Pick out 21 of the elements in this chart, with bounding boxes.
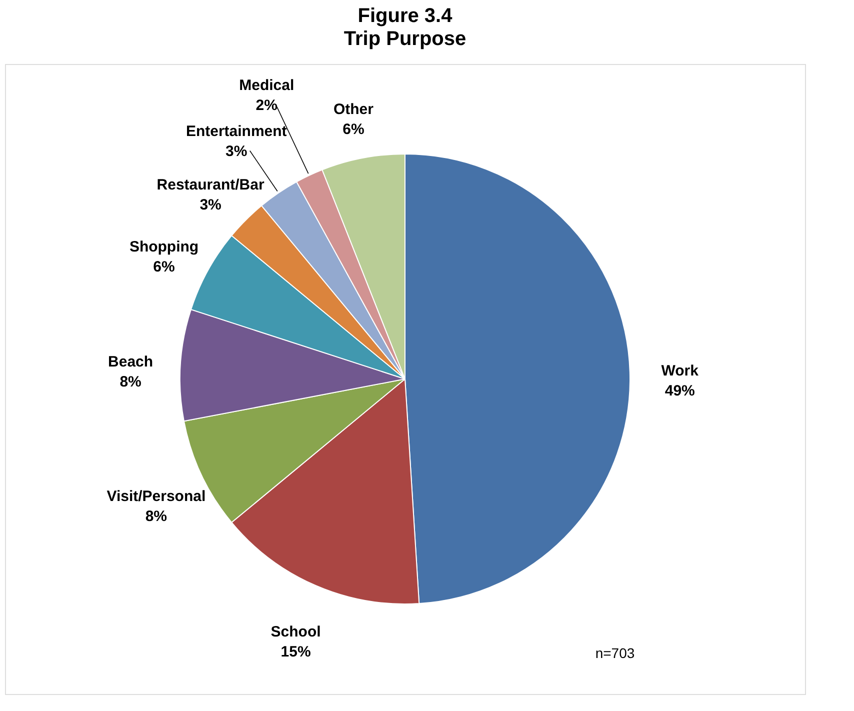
data-label: 6%: [342, 120, 364, 138]
data-label: 49%: [664, 382, 695, 400]
slice-label: Medical: [239, 76, 294, 94]
slice-label: Other: [333, 100, 374, 118]
text: n=703: [595, 645, 635, 661]
chart-subtitle: Trip Purpose: [344, 28, 466, 50]
slice-label: Entertainment: [186, 122, 287, 140]
data-label: 15%: [280, 643, 311, 660]
data-label: 3%: [226, 142, 248, 160]
slice-label: Beach: [108, 354, 154, 371]
chart-title: Figure 3.4: [358, 4, 454, 27]
data-label: 6%: [153, 258, 175, 276]
slice-label: Visit/Personal: [106, 488, 206, 506]
data-label: 8%: [120, 374, 142, 391]
slice-label: Restaurant/Bar: [156, 176, 264, 194]
slice-label: Shopping: [129, 238, 199, 256]
data-label: 2%: [256, 96, 278, 114]
data-label: 3%: [200, 196, 222, 214]
slice-label: Work: [661, 362, 700, 380]
data-label: 8%: [145, 508, 168, 526]
slice-label: School: [270, 623, 321, 640]
